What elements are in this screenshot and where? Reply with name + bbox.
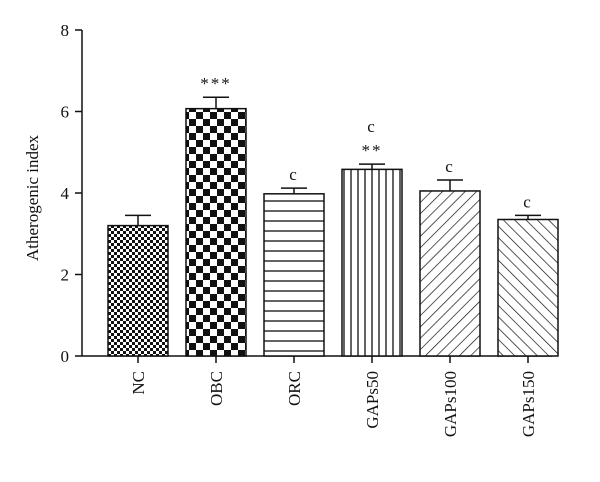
bar-gaps150 <box>497 218 559 357</box>
significance-annotation: c <box>523 192 533 211</box>
y-axis-title: Atherogenic index <box>23 134 42 261</box>
x-category-label: GAPs50 <box>363 371 382 429</box>
y-tick-label: 8 <box>61 21 70 40</box>
bar-orc <box>263 193 325 357</box>
x-category-label: GAPs150 <box>519 371 538 437</box>
significance-annotation: c <box>289 165 299 184</box>
significance-annotation: c <box>445 157 455 176</box>
bar-gaps100 <box>419 190 481 357</box>
y-tick-label: 4 <box>61 184 70 203</box>
x-category-label: ORC <box>285 371 304 406</box>
x-category-label: GAPs100 <box>441 371 460 437</box>
significance-annotation: *** <box>200 74 232 93</box>
bar-gaps50 <box>341 168 403 357</box>
significance-annotation: c <box>367 117 377 136</box>
y-tick-label: 6 <box>61 103 70 122</box>
labels: 0 2 4 6 8 Atherogenic index NC OBC *** ORC c GAPs50… <box>23 21 538 437</box>
bar-obc <box>185 107 247 357</box>
x-category-label: OBC <box>207 371 226 406</box>
x-category-label: NC <box>129 371 148 395</box>
bars <box>107 96 559 357</box>
bar-nc <box>107 224 169 357</box>
significance-annotation: ** <box>362 141 383 160</box>
y-tick-label: 2 <box>61 266 70 285</box>
y-tick-label: 0 <box>61 347 70 366</box>
